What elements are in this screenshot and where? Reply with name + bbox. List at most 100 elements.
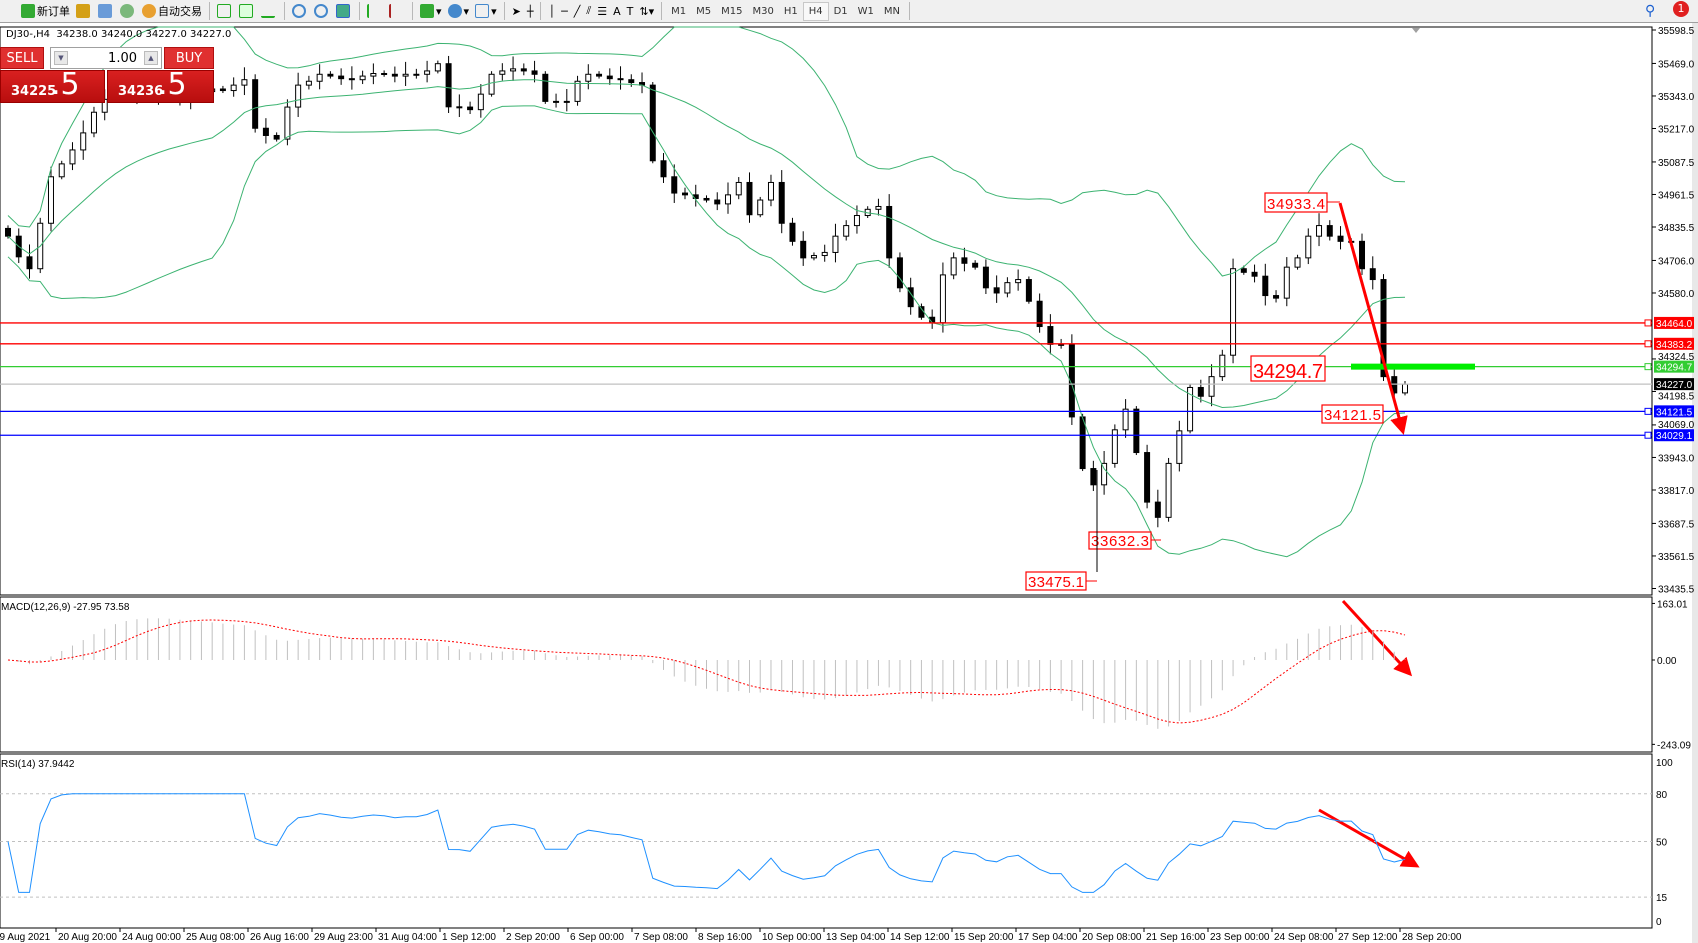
tile-windows-button[interactable]	[333, 1, 355, 21]
candle	[413, 68, 420, 79]
text-label-button[interactable]: T	[624, 1, 637, 21]
buy-price[interactable]: 34236.5	[107, 67, 214, 103]
candle	[1230, 258, 1237, 364]
candle-body	[1197, 386, 1204, 397]
price-tick-label: 33817.0	[1658, 486, 1695, 497]
price-tick-label: 34324.5	[1658, 352, 1695, 363]
tile-icon	[336, 4, 350, 18]
timeframe-m5[interactable]: M5	[696, 5, 712, 17]
candle	[714, 192, 721, 211]
autoscroll-button[interactable]	[364, 1, 386, 21]
timeframe-h1[interactable]: H1	[783, 5, 798, 17]
candle	[660, 153, 667, 183]
buy-button[interactable]: BUY	[164, 47, 214, 69]
timeframe-mn[interactable]: MN	[883, 5, 901, 17]
signals-button[interactable]	[117, 1, 139, 21]
trendline-button[interactable]: ╱	[571, 1, 584, 21]
candle	[735, 177, 742, 200]
candle-body	[1004, 282, 1011, 294]
candle-body	[219, 88, 226, 92]
timeframe-m15[interactable]: M15	[721, 5, 743, 17]
line-chart-button[interactable]	[258, 1, 280, 21]
candle-body	[327, 73, 334, 77]
candle-body	[520, 68, 527, 72]
candle	[1133, 406, 1140, 456]
templates-button[interactable]: ▾	[472, 1, 500, 21]
new-order-icon	[21, 4, 35, 18]
divider	[209, 2, 210, 20]
candle	[531, 60, 538, 83]
candle	[821, 244, 828, 262]
auto-trading-button[interactable]: 自动交易	[139, 1, 205, 21]
candle-icon	[239, 4, 253, 18]
price-tick-label: 33943.0	[1658, 453, 1695, 464]
candle	[58, 160, 65, 180]
divider	[359, 2, 360, 20]
time-label: 24 Aug 00:00	[122, 932, 181, 943]
zoom-out-button[interactable]	[311, 1, 333, 21]
candle-body	[434, 63, 441, 72]
text-button[interactable]: A	[610, 1, 624, 21]
arrows-button[interactable]: ⇅▾	[636, 1, 657, 21]
cursor-button[interactable]: ➤	[509, 1, 524, 21]
new-order-button[interactable]: 新订单	[0, 1, 73, 21]
candle-body	[853, 215, 860, 227]
indicators-button[interactable]: ▾	[417, 1, 445, 21]
horizontal-line-button[interactable]: ─	[558, 1, 571, 21]
candle	[929, 309, 936, 329]
chart-shift-button[interactable]	[386, 1, 408, 21]
gold-icon	[76, 4, 90, 18]
candle	[563, 88, 570, 112]
candle-body	[1359, 240, 1366, 270]
candle	[886, 194, 893, 268]
rsi-line	[7, 793, 1406, 893]
time-label: 23 Sep 00:00	[1210, 932, 1270, 943]
channel-button[interactable]: ⫽	[583, 1, 594, 21]
candle	[649, 82, 656, 164]
history-button[interactable]	[95, 1, 117, 21]
candle	[370, 63, 377, 85]
notification-badge[interactable]: 1	[1673, 1, 1689, 17]
candle-body	[1305, 235, 1312, 259]
candle-chart-button[interactable]	[236, 1, 258, 21]
candle	[316, 64, 323, 90]
macd-signal-line	[7, 619, 1406, 724]
candle-body	[886, 205, 893, 259]
candle-body	[574, 80, 581, 102]
timeframe-m30[interactable]: M30	[752, 5, 774, 17]
search-icon[interactable]: ⚲	[1645, 3, 1656, 19]
candle-body	[445, 63, 452, 108]
price-line-label: 34294.7	[1656, 363, 1693, 374]
periods-button[interactable]: ▾	[445, 1, 473, 21]
crosshair-icon: ┼	[526, 4, 534, 18]
vertical-line-button[interactable]: │	[545, 1, 558, 21]
candle	[499, 63, 506, 81]
timeframe-h4[interactable]: H4	[802, 1, 829, 21]
market-watch-button[interactable]	[73, 1, 95, 21]
timeframe-m1[interactable]: M1	[671, 5, 687, 17]
candle	[1316, 213, 1323, 247]
candle-body	[1273, 295, 1280, 299]
candles	[5, 55, 1408, 528]
sell-button[interactable]: SELL	[0, 47, 44, 69]
time-label: 19 Aug 2021	[0, 932, 51, 943]
timeframe-w1[interactable]: W1	[857, 5, 874, 17]
time-label: 7 Sep 08:00	[634, 932, 688, 943]
signal-icon	[120, 4, 134, 18]
candle	[1004, 277, 1011, 298]
lot-decrease-button[interactable]: ▼	[54, 51, 68, 65]
sell-price[interactable]: 34225.5	[0, 67, 105, 103]
candle-body	[381, 73, 388, 76]
crosshair-button[interactable]: ┼	[524, 1, 537, 21]
price-annotation-box	[1321, 404, 1384, 424]
timeframe-d1[interactable]: D1	[833, 5, 848, 17]
candle-body	[972, 262, 979, 268]
lot-size-input[interactable]: ▼ 1.00 ▲	[50, 47, 162, 69]
lot-increase-button[interactable]: ▲	[144, 51, 158, 65]
bar-chart-button[interactable]	[214, 1, 236, 21]
time-label: 20 Aug 20:00	[58, 932, 117, 943]
candle	[26, 244, 33, 279]
zoom-in-button[interactable]	[289, 1, 311, 21]
fibonacci-button[interactable]: ☰	[594, 1, 610, 21]
